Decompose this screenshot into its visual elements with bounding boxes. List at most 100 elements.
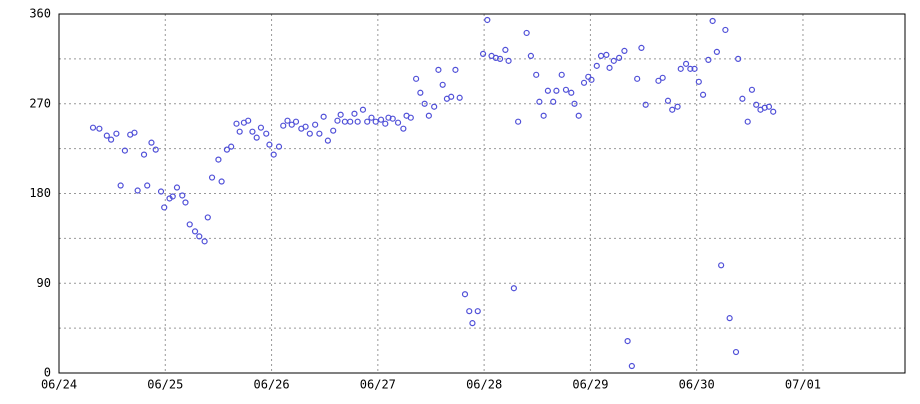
point bbox=[621, 47, 628, 54]
point bbox=[553, 87, 560, 94]
point bbox=[695, 78, 702, 85]
point bbox=[253, 134, 260, 141]
point bbox=[218, 178, 225, 185]
point bbox=[121, 147, 128, 154]
y-tick-label: 90 bbox=[37, 276, 51, 290]
point bbox=[550, 98, 557, 105]
point bbox=[664, 97, 672, 104]
point bbox=[753, 101, 760, 108]
point bbox=[389, 115, 396, 122]
point bbox=[347, 118, 354, 125]
point bbox=[134, 187, 141, 194]
point bbox=[302, 123, 309, 130]
point bbox=[306, 130, 313, 137]
point bbox=[417, 89, 424, 96]
x-tick-label: 06/26 bbox=[254, 378, 290, 392]
point bbox=[575, 112, 582, 119]
point bbox=[245, 117, 252, 124]
point bbox=[144, 182, 151, 189]
point bbox=[330, 127, 337, 134]
point bbox=[169, 193, 176, 200]
point bbox=[606, 64, 613, 71]
point bbox=[533, 71, 540, 78]
point bbox=[236, 128, 243, 135]
point bbox=[280, 122, 287, 129]
point bbox=[603, 51, 610, 58]
point bbox=[413, 75, 420, 82]
point bbox=[140, 151, 148, 158]
point bbox=[628, 362, 635, 370]
point bbox=[699, 91, 707, 98]
y-tick-label: 270 bbox=[29, 96, 51, 110]
point bbox=[316, 130, 323, 137]
point bbox=[744, 118, 751, 125]
point bbox=[466, 308, 473, 315]
point bbox=[713, 48, 720, 55]
point bbox=[536, 98, 543, 105]
x-tick-label: 06/27 bbox=[360, 378, 396, 392]
point bbox=[452, 66, 459, 73]
point bbox=[435, 66, 442, 73]
point bbox=[735, 55, 742, 62]
point bbox=[770, 108, 777, 115]
point bbox=[394, 119, 402, 126]
point bbox=[687, 65, 694, 72]
point bbox=[270, 151, 277, 158]
point bbox=[208, 174, 216, 181]
x-tick-label: 06/29 bbox=[572, 378, 608, 392]
point bbox=[682, 60, 690, 67]
point bbox=[540, 112, 547, 119]
point bbox=[479, 50, 487, 57]
point bbox=[173, 184, 181, 191]
point bbox=[655, 77, 662, 84]
point bbox=[505, 57, 512, 64]
point bbox=[691, 65, 698, 72]
point bbox=[456, 94, 463, 101]
point bbox=[196, 233, 203, 240]
point bbox=[642, 101, 649, 108]
point bbox=[275, 143, 283, 150]
x-tick-label: 06/25 bbox=[147, 378, 183, 392]
plot-frame bbox=[58, 13, 906, 374]
point bbox=[674, 103, 681, 110]
point bbox=[515, 118, 522, 125]
point bbox=[439, 81, 446, 88]
point bbox=[544, 87, 551, 94]
point bbox=[616, 54, 623, 61]
point bbox=[669, 106, 676, 113]
point bbox=[364, 118, 371, 125]
y-tick-label: 0 bbox=[44, 366, 51, 380]
point bbox=[718, 262, 725, 269]
point bbox=[368, 114, 375, 121]
x-tick-label: 06/30 bbox=[679, 378, 715, 392]
point bbox=[161, 204, 168, 211]
point bbox=[677, 65, 684, 72]
point bbox=[634, 75, 641, 82]
point bbox=[324, 137, 331, 144]
point bbox=[204, 214, 211, 221]
point bbox=[228, 143, 235, 150]
point bbox=[739, 95, 746, 102]
point bbox=[400, 125, 407, 132]
point bbox=[354, 118, 361, 125]
point bbox=[748, 86, 756, 93]
point bbox=[249, 128, 256, 135]
point bbox=[448, 93, 455, 100]
point bbox=[182, 199, 189, 206]
point bbox=[382, 120, 389, 127]
point bbox=[502, 46, 509, 54]
point bbox=[593, 62, 600, 69]
point bbox=[320, 113, 327, 120]
point bbox=[201, 238, 208, 245]
point bbox=[351, 110, 358, 117]
point bbox=[580, 79, 588, 86]
point bbox=[568, 89, 575, 96]
point bbox=[588, 76, 595, 83]
point bbox=[461, 291, 469, 298]
point bbox=[610, 57, 617, 64]
point bbox=[186, 221, 193, 228]
point bbox=[726, 315, 733, 322]
point bbox=[484, 16, 491, 24]
point bbox=[334, 117, 341, 124]
point bbox=[510, 285, 517, 292]
